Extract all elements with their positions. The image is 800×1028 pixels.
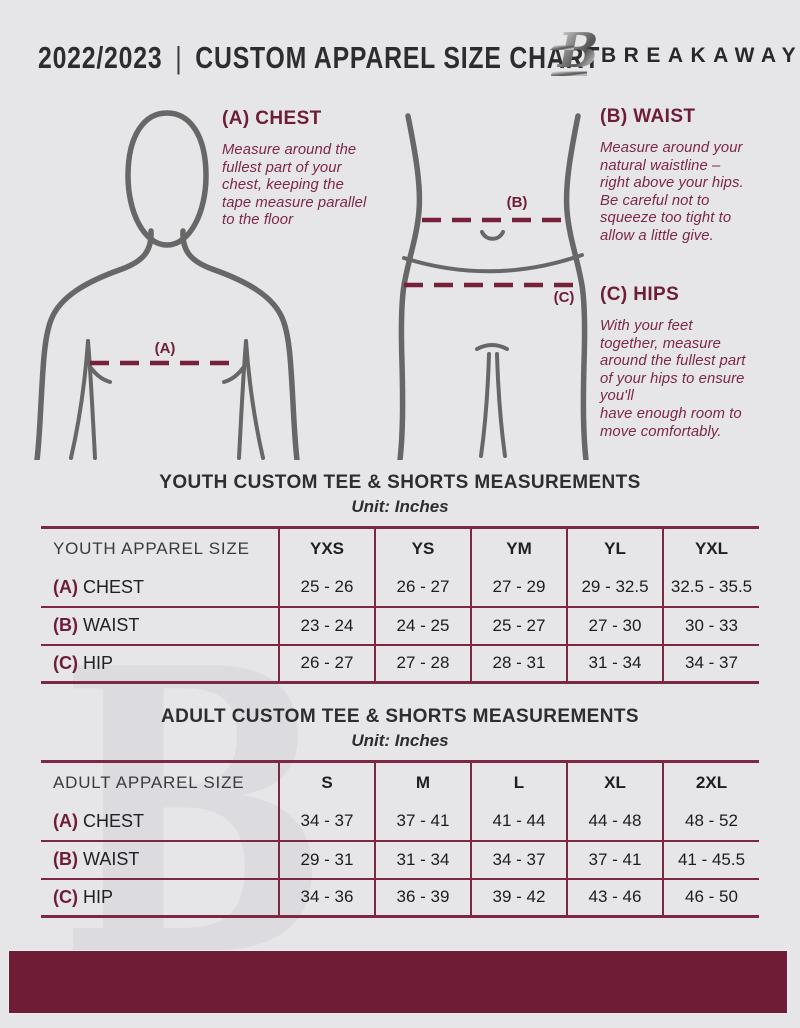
table-row: (C) HIP 26 - 27 27 - 28 28 - 31 31 - 34 3… bbox=[41, 643, 759, 683]
adult-header-row: ADULT APPAREL SIZE S M L XL 2XL bbox=[41, 761, 759, 803]
cell-value: 48 - 52 bbox=[662, 802, 759, 841]
adult-size-m: M bbox=[374, 761, 471, 803]
row-prefix: (B) bbox=[53, 849, 78, 869]
cell-value: 44 - 48 bbox=[566, 802, 663, 841]
cell-value: 25 - 27 bbox=[470, 605, 567, 645]
cell-value: 27 - 29 bbox=[470, 568, 567, 607]
cell-value: 25 - 26 bbox=[278, 568, 375, 607]
guide-chest-heading: (A) CHEST bbox=[222, 108, 322, 129]
guide-hips-body: With your feet together, measure around … bbox=[600, 318, 746, 440]
cell-value: 23 - 24 bbox=[278, 605, 375, 645]
row-label: WAIST bbox=[83, 849, 140, 869]
chest-line-label: (A) bbox=[154, 340, 176, 357]
cell-value: 26 - 27 bbox=[278, 643, 375, 683]
cell-value: 37 - 41 bbox=[566, 839, 663, 879]
title-text: CUSTOM APPAREL SIZE CHART bbox=[195, 40, 601, 75]
guide-waist-heading: (B) WAIST bbox=[600, 106, 696, 127]
youth-table-unit: Unit: Inches bbox=[351, 497, 449, 516]
guide-waist-body: Measure around your natural waistline – … bbox=[600, 140, 744, 244]
youth-size-yl: YL bbox=[566, 527, 663, 569]
svg-text:B: B bbox=[556, 23, 597, 79]
adult-hip-label: (C) HIP bbox=[41, 877, 279, 917]
guide-hips: (C) HIPS With your feet together, measur… bbox=[600, 284, 786, 441]
title-separator: | bbox=[175, 40, 183, 75]
cell-value: 41 - 45.5 bbox=[662, 839, 759, 879]
cell-value: 27 - 28 bbox=[374, 643, 471, 683]
waist-hips-figure-illustration bbox=[393, 108, 593, 460]
youth-chest-label: (A) CHEST bbox=[41, 569, 279, 607]
table-row: (C) HIP 34 - 36 36 - 39 39 - 42 43 - 46 4… bbox=[41, 877, 759, 917]
youth-table-title: YOUTH CUSTOM TEE & SHORTS MEASUREMENTS bbox=[159, 472, 641, 493]
adult-table-unit: Unit: Inches bbox=[351, 731, 449, 750]
guide-chest-body: Measure around the fullest part of your … bbox=[222, 142, 367, 229]
table-row: (B) WAIST 29 - 31 31 - 34 34 - 37 37 - 41… bbox=[41, 839, 759, 879]
cell-value: 34 - 37 bbox=[662, 643, 759, 683]
cell-value: 34 - 37 bbox=[278, 802, 375, 841]
adult-corner-header: ADULT APPAREL SIZE bbox=[53, 772, 245, 792]
row-label: WAIST bbox=[83, 615, 140, 635]
guide-hips-heading: (C) HIPS bbox=[600, 284, 680, 305]
youth-corner-header: YOUTH APPAREL SIZE bbox=[53, 538, 250, 558]
brand-name: BREAKAWAY bbox=[601, 44, 800, 67]
row-label: HIP bbox=[83, 652, 114, 673]
footer-bar bbox=[8, 950, 788, 1014]
cell-value: 34 - 36 bbox=[278, 877, 375, 917]
cell-value: 39 - 42 bbox=[470, 877, 567, 917]
cell-value: 29 - 32.5 bbox=[566, 568, 663, 607]
table-row: (A) CHEST 34 - 37 37 - 41 41 - 44 44 - 48… bbox=[41, 802, 759, 841]
table-row: (B) WAIST 23 - 24 24 - 25 25 - 27 27 - 30… bbox=[41, 605, 759, 645]
adult-size-2xl: 2XL bbox=[662, 761, 759, 803]
row-prefix: (C) bbox=[53, 886, 78, 907]
cell-value: 37 - 41 bbox=[374, 802, 471, 841]
table-row: (A) CHEST 25 - 26 26 - 27 27 - 29 29 - 32… bbox=[41, 568, 759, 607]
row-label: HIP bbox=[83, 886, 114, 907]
breakaway-logo-icon: B bbox=[549, 17, 597, 81]
cell-value: 36 - 39 bbox=[374, 877, 471, 917]
cell-value: 24 - 25 bbox=[374, 605, 471, 645]
youth-size-yxs: YXS bbox=[278, 527, 375, 569]
guide-chest: (A) CHEST Measure around the fullest par… bbox=[222, 108, 408, 230]
row-label: CHEST bbox=[83, 810, 145, 831]
adult-size-s: S bbox=[278, 761, 375, 803]
youth-size-yxl: YXL bbox=[662, 527, 759, 569]
chest-figure-illustration bbox=[22, 98, 322, 460]
row-label: CHEST bbox=[83, 576, 145, 597]
row-prefix: (C) bbox=[53, 652, 78, 673]
cell-value: 41 - 44 bbox=[470, 802, 567, 841]
cell-value: 34 - 37 bbox=[470, 839, 567, 879]
row-prefix: (B) bbox=[53, 615, 78, 635]
row-prefix: (A) bbox=[53, 810, 78, 831]
page-title: 2022/2023 | CUSTOM APPAREL SIZE CHART bbox=[38, 40, 600, 76]
guide-waist: (B) WAIST Measure around your natural wa… bbox=[600, 106, 786, 246]
cell-value: 26 - 27 bbox=[374, 568, 471, 607]
youth-header-row: YOUTH APPAREL SIZE YXS YS YM YL YXL bbox=[41, 527, 759, 569]
youth-waist-label: (B) WAIST bbox=[41, 605, 279, 645]
waist-line-label: (B) bbox=[506, 194, 528, 211]
cell-value: 32.5 - 35.5 bbox=[662, 568, 759, 607]
adult-table-title: ADULT CUSTOM TEE & SHORTS MEASUREMENTS bbox=[161, 706, 639, 727]
youth-size-ym: YM bbox=[470, 527, 567, 569]
adult-chest-label: (A) CHEST bbox=[41, 803, 279, 841]
cell-value: 30 - 33 bbox=[662, 605, 759, 645]
youth-size-ys: YS bbox=[374, 527, 471, 569]
adult-waist-label: (B) WAIST bbox=[41, 839, 279, 879]
adult-size-table: ADULT APPAREL SIZE S M L XL 2XL (A) CHEST… bbox=[41, 760, 759, 918]
cell-value: 27 - 30 bbox=[566, 605, 663, 645]
title-year: 2022/2023 bbox=[38, 40, 163, 75]
adult-size-l: L bbox=[470, 761, 567, 803]
cell-value: 46 - 50 bbox=[662, 877, 759, 917]
cell-value: 28 - 31 bbox=[470, 643, 567, 683]
youth-hip-label: (C) HIP bbox=[41, 643, 279, 683]
youth-size-table: YOUTH APPAREL SIZE YXS YS YM YL YXL (A) C… bbox=[41, 526, 759, 684]
tables-area: YOUTH CUSTOM TEE & SHORTS MEASUREMENTS U… bbox=[0, 460, 800, 918]
cell-value: 31 - 34 bbox=[374, 839, 471, 879]
row-prefix: (A) bbox=[53, 576, 78, 597]
cell-value: 31 - 34 bbox=[566, 643, 663, 683]
hips-line-label: (C) bbox=[553, 289, 575, 306]
cell-value: 43 - 46 bbox=[566, 877, 663, 917]
cell-value: 29 - 31 bbox=[278, 839, 375, 879]
adult-size-xl: XL bbox=[566, 761, 663, 803]
